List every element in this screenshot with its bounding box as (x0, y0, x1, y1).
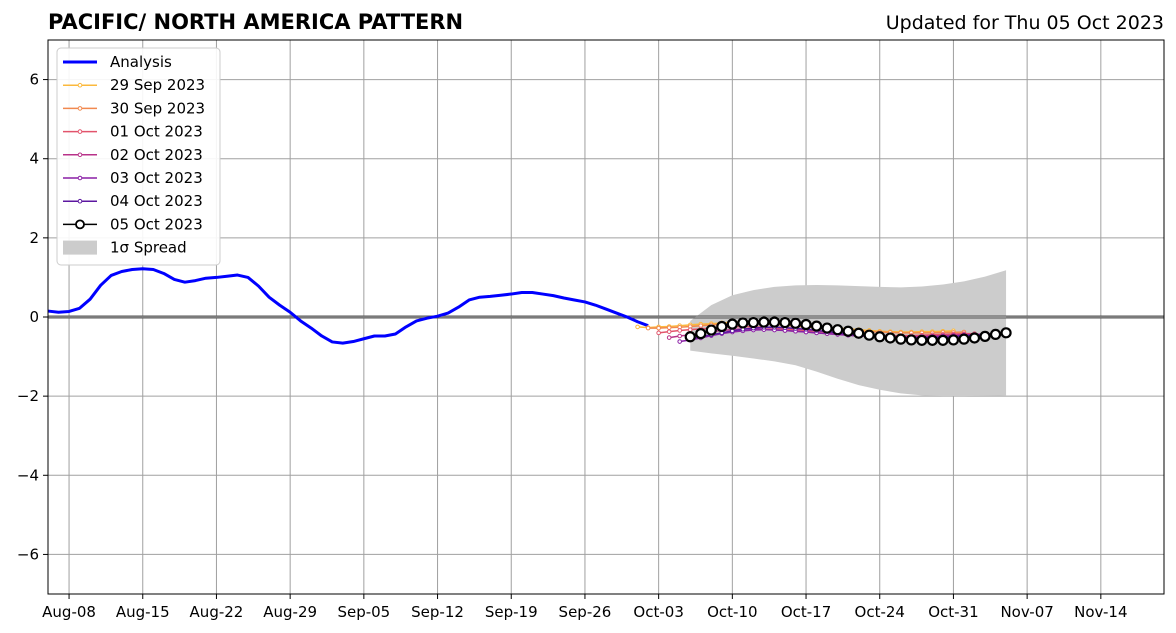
legend-spread-swatch (63, 240, 97, 255)
forecast-point (677, 333, 682, 339)
current-forecast-point (758, 316, 770, 328)
x-tick-label: Sep-12 (411, 603, 464, 621)
analysis-line (47, 267, 649, 345)
legend: Analysis 29 Sep 2023 30 Sep 2023 01 Oct 202… (56, 47, 221, 266)
y-tick-label: 4 (29, 150, 39, 168)
legend-label: 02 Oct 2023 (110, 146, 203, 164)
current-forecast-point (684, 331, 696, 343)
legend-label: 1σ Spread (110, 239, 187, 257)
current-forecast-point (968, 332, 981, 344)
x-tick-label: Oct-31 (928, 603, 978, 621)
legend-label: 29 Sep 2023 (110, 76, 205, 94)
forecast-point (677, 339, 682, 344)
current-forecast-point (1000, 327, 1012, 339)
x-tick-label: Nov-14 (1074, 603, 1127, 621)
y-tick-label: −4 (17, 466, 39, 484)
legend-label: 05 Oct 2023 (110, 215, 203, 233)
current-forecast-point (989, 328, 1002, 341)
y-tick-label: 0 (29, 308, 39, 326)
x-tick-label: Oct-24 (855, 603, 905, 621)
legend-forecast-marker (77, 106, 83, 111)
y-tick-label: 6 (29, 71, 39, 89)
plot-area: Aug-08 Aug-15 Aug-22 Aug-29 Sep-05 Sep-12 Sep-… (17, 39, 1165, 621)
current-forecast-point (905, 334, 917, 346)
current-forecast-point (884, 332, 896, 344)
current-forecast-point (947, 334, 960, 346)
x-tick-label: Sep-05 (337, 603, 390, 621)
x-tick-label: Oct-10 (707, 603, 757, 621)
current-forecast-point (842, 325, 854, 337)
legend-label: 04 Oct 2023 (110, 192, 203, 210)
current-forecast-point (705, 324, 717, 336)
legend-label: 30 Sep 2023 (110, 99, 205, 117)
forecast-point (666, 325, 672, 330)
legend-label: 01 Oct 2023 (110, 123, 203, 141)
current-forecast-point (874, 331, 886, 343)
current-forecast-point (695, 328, 707, 340)
current-forecast-point (895, 333, 907, 345)
x-tick-label: Sep-26 (559, 603, 612, 621)
legend-current-marker (75, 219, 85, 230)
current-forecast-point (779, 316, 791, 329)
legend-forecast-marker (77, 152, 83, 158)
x-tick-label: Aug-08 (42, 603, 96, 621)
legend-label: Analysis (110, 53, 172, 71)
current-forecast-point (716, 320, 728, 333)
current-forecast-point (958, 333, 970, 345)
x-tick-label: Nov-07 (1000, 603, 1053, 621)
forecast-point (656, 325, 661, 331)
current-forecast-point (832, 324, 844, 336)
legend-label: 03 Oct 2023 (110, 169, 203, 187)
current-forecast-point (800, 318, 812, 331)
x-tick-label: Oct-17 (781, 603, 831, 621)
forecast-point (666, 335, 672, 340)
current-forecast-point (737, 317, 749, 329)
forecast-point (677, 328, 682, 333)
current-forecast-point (747, 316, 759, 329)
current-forecast-point (916, 334, 928, 346)
current-forecast-point (853, 327, 865, 339)
current-forecast-point (979, 330, 991, 342)
chart-title: PACIFIC/ NORTH AMERICA PATTERN (48, 10, 463, 34)
y-tick-label: −6 (17, 545, 39, 563)
current-forecast-point (937, 334, 949, 346)
x-tick-label: Sep-19 (485, 603, 538, 621)
y-tick-label: 2 (29, 229, 39, 247)
current-forecast-point (926, 334, 938, 346)
current-forecast-point (768, 316, 781, 328)
forecast-point (645, 325, 651, 331)
forecast-point (635, 324, 640, 330)
current-forecast-point (726, 318, 738, 330)
legend-forecast-marker (77, 129, 83, 134)
x-tick-label: Aug-29 (263, 603, 317, 621)
legend-forecast-marker (77, 175, 83, 181)
forecast-point (687, 327, 693, 332)
legend-forecast-marker (77, 198, 83, 204)
x-tick-label: Aug-22 (190, 603, 244, 621)
chart-subtitle: Updated for Thu 05 Oct 2023 (886, 12, 1164, 34)
forecast-point (666, 329, 672, 334)
x-tick-label: Aug-15 (116, 603, 170, 621)
forecast-point (656, 330, 661, 336)
x-tick-label: Oct-03 (633, 603, 683, 621)
legend-forecast-marker (77, 82, 83, 88)
current-forecast-point (810, 320, 823, 332)
legend-box (56, 47, 221, 266)
current-forecast-point (789, 317, 802, 329)
y-tick-label: −2 (17, 387, 39, 405)
current-forecast-point (863, 329, 875, 341)
current-forecast-point (821, 322, 833, 334)
